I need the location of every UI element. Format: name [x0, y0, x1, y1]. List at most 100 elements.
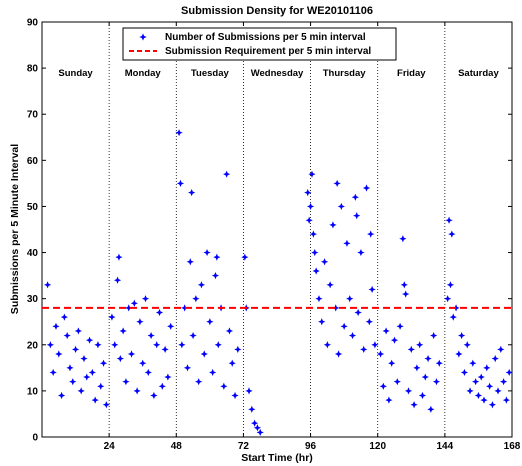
data-point [360, 345, 368, 353]
data-point [136, 318, 144, 326]
data-point [57, 391, 66, 400]
data-point [399, 235, 407, 243]
data-point [97, 382, 105, 390]
data-point [333, 179, 341, 187]
data-point [69, 378, 77, 386]
data-point [365, 318, 373, 326]
data-point [234, 345, 242, 353]
data-point [209, 368, 217, 377]
data-point [332, 304, 340, 312]
data-point [337, 202, 345, 211]
data-point [460, 368, 469, 377]
data-point [318, 318, 326, 326]
data-point [306, 202, 315, 211]
data-point [448, 230, 456, 238]
data-point [477, 373, 485, 381]
data-point [353, 212, 361, 220]
data-point [223, 170, 231, 178]
data-point [309, 230, 317, 238]
data-point [88, 368, 96, 377]
data-point [113, 276, 122, 284]
data-point [463, 341, 471, 349]
data-point [402, 290, 410, 298]
data-point [251, 419, 259, 427]
y-tick-label: 0 [32, 433, 38, 444]
data-point [44, 281, 52, 289]
data-point [102, 401, 110, 409]
data-point [348, 331, 357, 340]
data-point [357, 248, 365, 257]
data-point [449, 313, 457, 321]
data-point [176, 179, 185, 187]
data-point [486, 382, 494, 390]
data-point [245, 387, 253, 395]
data-point [376, 350, 385, 358]
data-point [385, 396, 393, 404]
data-point [427, 405, 435, 413]
data-point [305, 216, 313, 224]
data-point [214, 341, 222, 349]
y-tick-label: 30 [27, 294, 39, 305]
day-label: Thursday [323, 68, 366, 79]
data-point [63, 331, 71, 340]
data-point [343, 239, 351, 247]
data-point [125, 304, 133, 312]
x-tick-label: 168 [504, 441, 521, 452]
y-tick-label: 60 [27, 156, 39, 167]
data-point [49, 368, 57, 377]
data-point [410, 401, 418, 409]
data-point [91, 396, 99, 404]
data-point [130, 299, 138, 307]
data-point [396, 322, 404, 330]
y-tick-label: 80 [27, 64, 39, 75]
data-point [206, 318, 214, 326]
y-tick-label: 20 [27, 340, 39, 351]
data-point [483, 364, 491, 372]
data-point [197, 281, 206, 289]
data-point [446, 281, 455, 289]
data-point [231, 391, 239, 400]
y-tick-label: 50 [27, 202, 39, 213]
data-point [346, 295, 354, 303]
data-point [505, 368, 513, 377]
data-point [153, 341, 161, 349]
data-point [83, 373, 91, 381]
data-point [203, 248, 211, 257]
data-point [340, 322, 348, 330]
y-tick-label: 10 [27, 386, 39, 397]
day-label: Monday [125, 68, 162, 79]
data-point [85, 336, 94, 344]
data-point [46, 341, 54, 349]
data-point [432, 378, 441, 386]
x-tick-label: 120 [369, 441, 386, 452]
legend-box [122, 27, 397, 61]
y-tick-label: 70 [27, 110, 39, 121]
data-point [71, 345, 80, 353]
data-point [368, 285, 376, 294]
data-point [404, 387, 413, 395]
data-point [144, 368, 152, 377]
data-point [480, 396, 488, 404]
data-point [115, 253, 123, 261]
data-point [195, 378, 203, 386]
x-tick-label: 96 [305, 441, 317, 452]
day-label: Saturday [458, 68, 499, 79]
data-point [213, 253, 221, 261]
data-point [52, 322, 60, 330]
data-point [161, 345, 169, 353]
data-point [225, 327, 234, 335]
data-point [99, 359, 108, 367]
data-point [455, 350, 463, 358]
data-point [421, 373, 429, 381]
data-point [488, 401, 497, 409]
day-label: Sunday [58, 68, 93, 79]
data-point [371, 341, 379, 349]
data-point [188, 189, 196, 197]
data-point [466, 387, 474, 395]
data-point [472, 378, 480, 386]
x-tick-label: 72 [238, 441, 250, 452]
data-point [211, 272, 220, 280]
data-point [74, 327, 82, 335]
y-axis-label: Submissions per 5 Minute Interval [9, 144, 21, 314]
